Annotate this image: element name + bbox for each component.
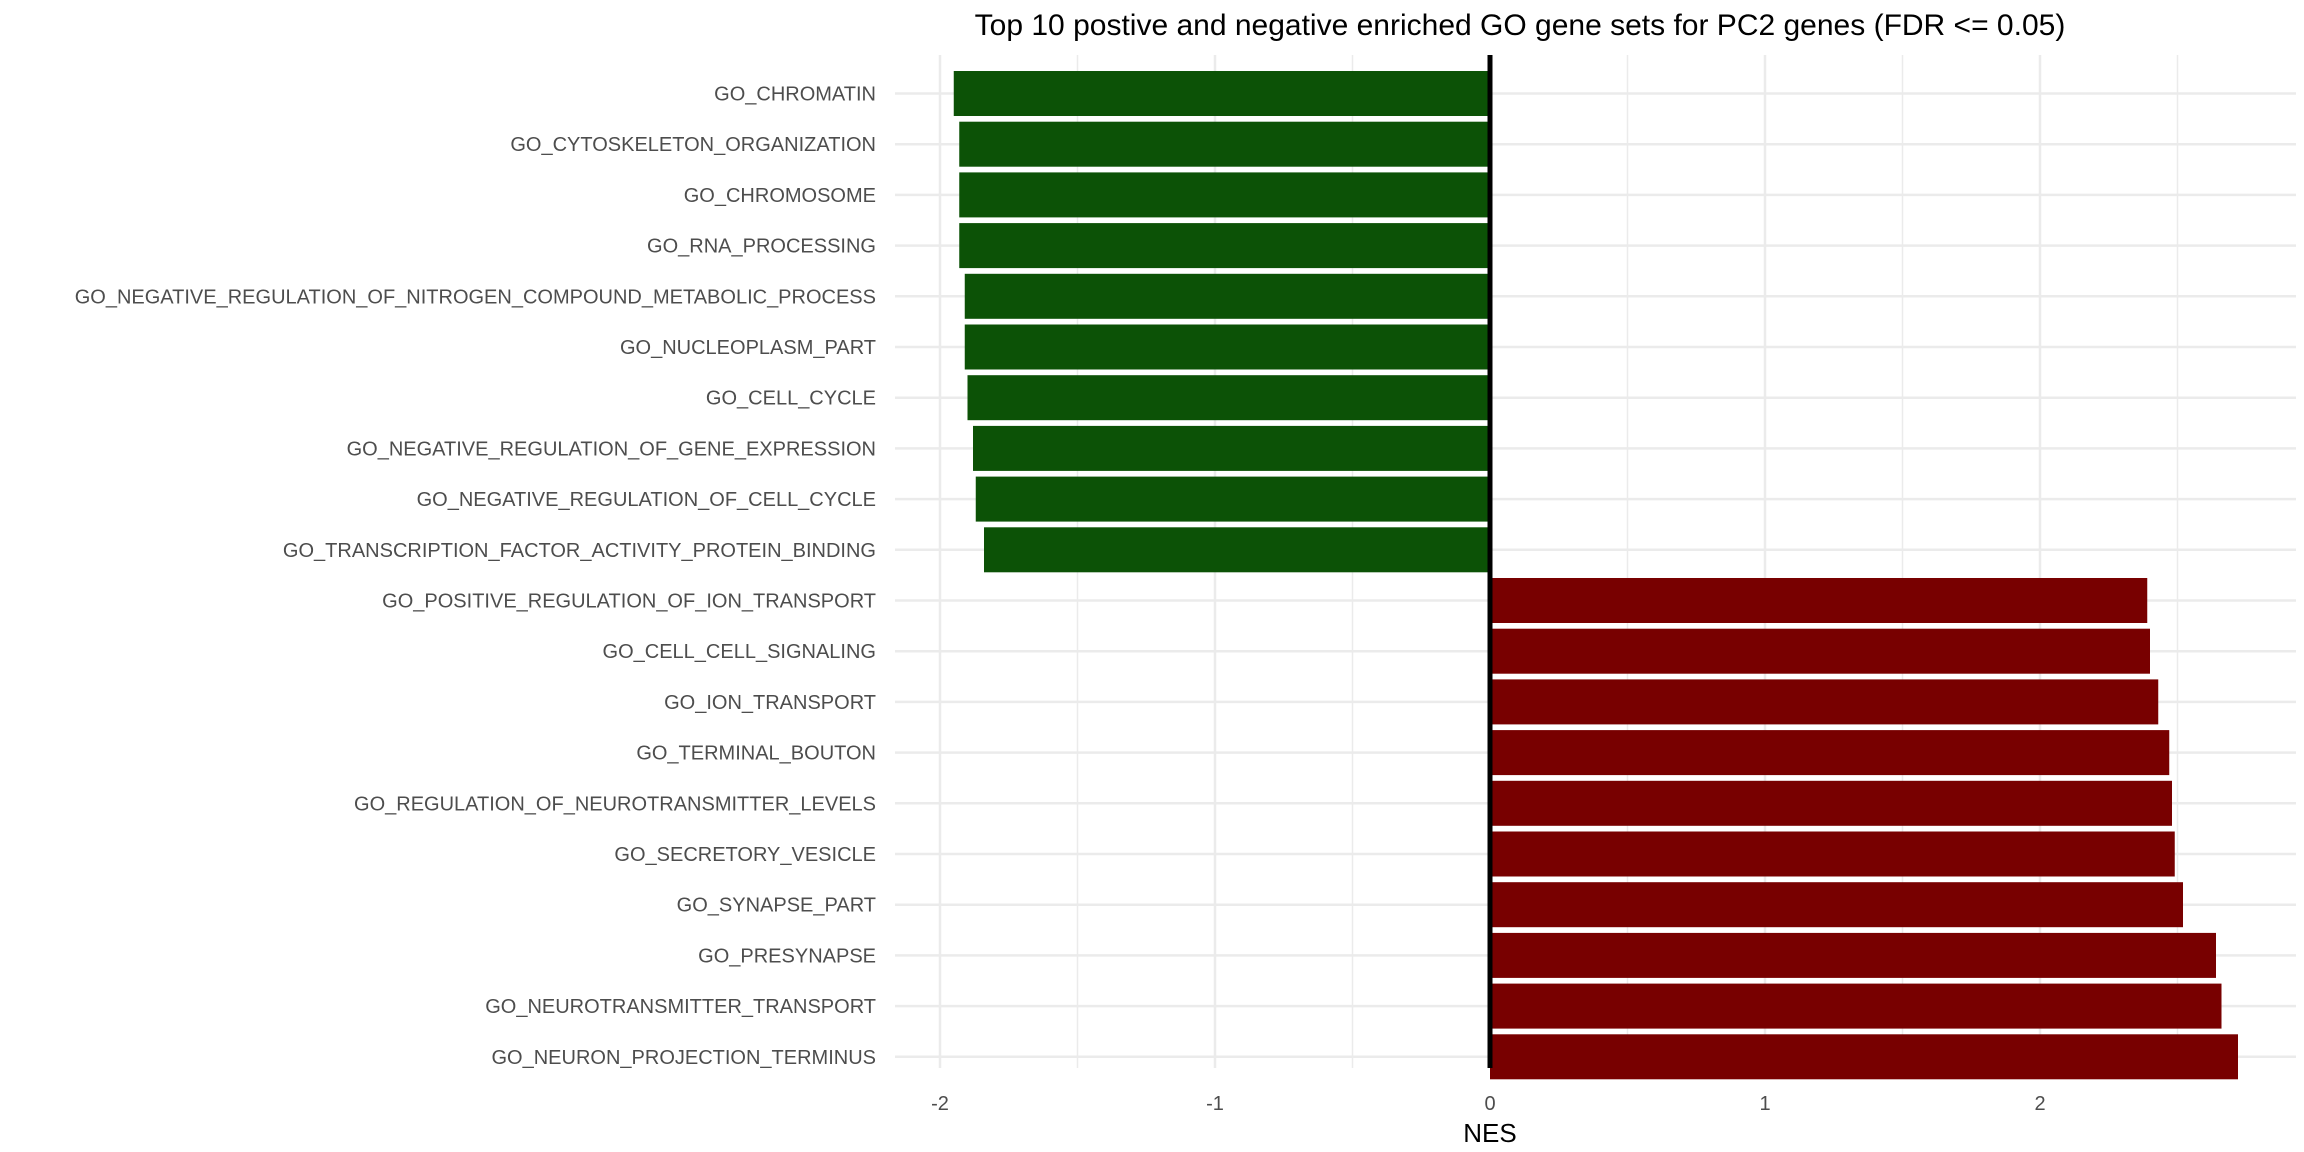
x-axis-title: NES (1463, 1118, 1516, 1148)
category-label: GO_RNA_PROCESSING (647, 236, 876, 258)
bar (984, 527, 1490, 573)
bar (975, 476, 1490, 522)
category-label: GO_ION_TRANSPORT (664, 692, 876, 714)
category-label: GO_TRANSCRIPTION_FACTOR_ACTIVITY_PROTEIN… (283, 540, 876, 562)
bar (1490, 1034, 2238, 1080)
x-tick-label: 1 (1759, 1093, 1770, 1115)
category-label: GO_NEUROTRANSMITTER_TRANSPORT (485, 996, 876, 1018)
bar (964, 273, 1490, 319)
bar (959, 172, 1490, 218)
category-label: GO_NEGATIVE_REGULATION_OF_GENE_EXPRESSIO… (347, 438, 876, 460)
bar (1490, 730, 2170, 776)
category-label: GO_CHROMOSOME (684, 185, 876, 207)
category-label: GO_NUCLEOPLASM_PART (620, 337, 876, 359)
bar (953, 71, 1490, 116)
bar (1490, 932, 2216, 978)
category-label: GO_CELL_CELL_SIGNALING (603, 641, 876, 663)
bar (959, 223, 1490, 269)
category-labels: GO_CHROMATIN GO_CYTOSKELETON_ORGANIZATION… (75, 84, 876, 1069)
category-label: GO_NEGATIVE_REGULATION_OF_NITROGEN_COMPO… (75, 286, 876, 308)
bars (953, 71, 2238, 1080)
category-label: GO_REGULATION_OF_NEUROTRANSMITTER_LEVELS (354, 793, 876, 815)
bar (1490, 628, 2150, 674)
category-label: GO_SECRETORY_VESICLE (614, 844, 876, 866)
bar (1490, 679, 2159, 725)
bar (1490, 831, 2175, 877)
bar (1490, 882, 2183, 928)
category-label: GO_CHROMATIN (714, 84, 876, 106)
category-label: GO_NEGATIVE_REGULATION_OF_CELL_CYCLE (417, 489, 876, 511)
category-label: GO_NEURON_PROJECTION_TERMINUS (492, 1047, 877, 1069)
bar (1490, 780, 2172, 826)
chart-title: Top 10 postive and negative enriched GO … (975, 9, 2066, 42)
x-tick-label: 2 (2034, 1093, 2045, 1115)
category-label: GO_CELL_CYCLE (706, 388, 876, 410)
x-tick-labels: -2 -1 0 1 2 (931, 1093, 2045, 1115)
bar (973, 425, 1490, 471)
category-label: GO_CYTOSKELETON_ORGANIZATION (510, 134, 876, 156)
bar (1490, 983, 2222, 1029)
x-tick-label: 0 (1484, 1093, 1495, 1115)
category-label: GO_PRESYNAPSE (698, 945, 876, 967)
category-label: GO_TERMINAL_BOUTON (636, 743, 876, 765)
category-label: GO_POSITIVE_REGULATION_OF_ION_TRANSPORT (382, 591, 876, 613)
bar (964, 324, 1490, 370)
bar (1490, 578, 2148, 623)
category-label: GO_SYNAPSE_PART (677, 895, 876, 917)
x-tick-label: -1 (1206, 1093, 1224, 1115)
bar (959, 121, 1490, 167)
bar (967, 375, 1490, 421)
x-tick-label: -2 (931, 1093, 949, 1115)
